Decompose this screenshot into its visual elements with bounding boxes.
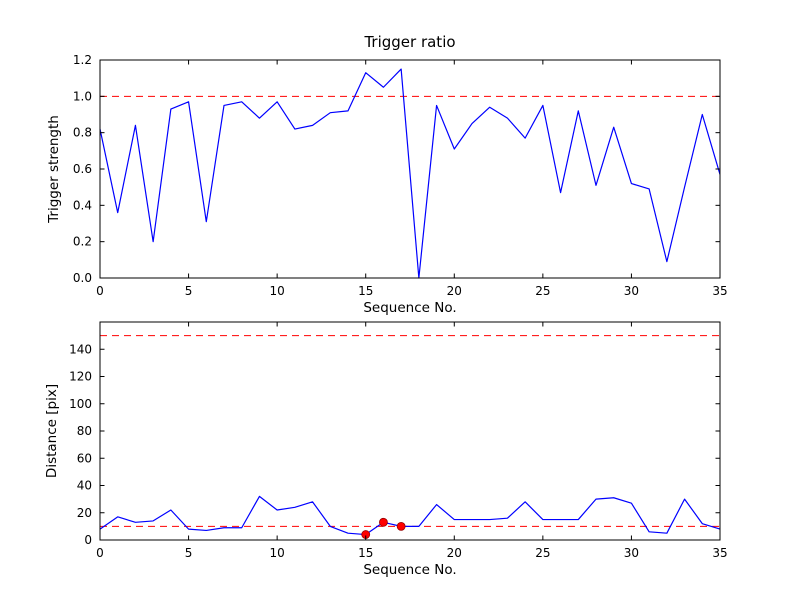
bottom-yaxis-label: Distance [pix] [44,384,60,478]
x-tick-label: 20 [447,546,462,560]
y-tick-label: 120 [69,370,92,384]
x-tick-label: 35 [712,284,727,298]
x-tick-label: 0 [96,284,104,298]
x-tick-label: 25 [535,546,550,560]
top-xaxis-label: Sequence No. [363,300,456,316]
y-tick-label: 0.4 [73,198,92,212]
x-tick-label: 15 [358,546,373,560]
bottom-xaxis-label: Sequence No. [363,562,456,578]
trigger-strength-line [99,68,721,279]
trigger-points-marker [379,517,388,527]
x-tick-label: 30 [624,546,639,560]
y-tick-label: 0.2 [73,235,92,249]
y-tick-label: 140 [69,342,92,356]
chart-title: Trigger ratio [363,33,455,51]
axes-frame [99,321,721,541]
y-tick-label: 100 [69,397,92,411]
x-tick-label: 20 [447,284,462,298]
distance-chart: 0 5 10 15 20 25 30 35 0 20 40 60 80 100 120 140 [69,321,728,560]
y-tick-label: 20 [77,506,92,520]
trigger-ratio-chart: 0 5 10 15 20 25 30 35 0.0 0.2 0.4 0.6 0.8 1.0 1.2 [73,53,728,298]
x-tick-label: 10 [270,284,285,298]
x-tick-label: 5 [185,284,193,298]
distance-line [99,495,721,536]
top-yaxis-label: Trigger strength [46,115,62,224]
x-tick-label: 0 [96,546,104,560]
y-tick-label: 0.6 [73,162,92,176]
y-tick-label: 40 [77,479,92,493]
x-tick-label: 35 [712,546,727,560]
y-tick-label: 1.2 [73,53,92,67]
y-tick-label: 0 [84,533,92,547]
y-tick-label: 0.8 [73,126,92,140]
y-tick-label: 1.0 [73,89,92,103]
x-tick-label: 30 [624,284,639,298]
y-tick-label: 80 [77,424,92,438]
y-tick-label: 60 [77,451,92,465]
y-tick-label: 0.0 [73,271,92,285]
x-tick-label: 15 [358,284,373,298]
x-tick-label: 5 [185,546,193,560]
x-tick-label: 25 [535,284,550,298]
trigger-points-marker [396,521,406,531]
x-tick-label: 10 [270,546,285,560]
